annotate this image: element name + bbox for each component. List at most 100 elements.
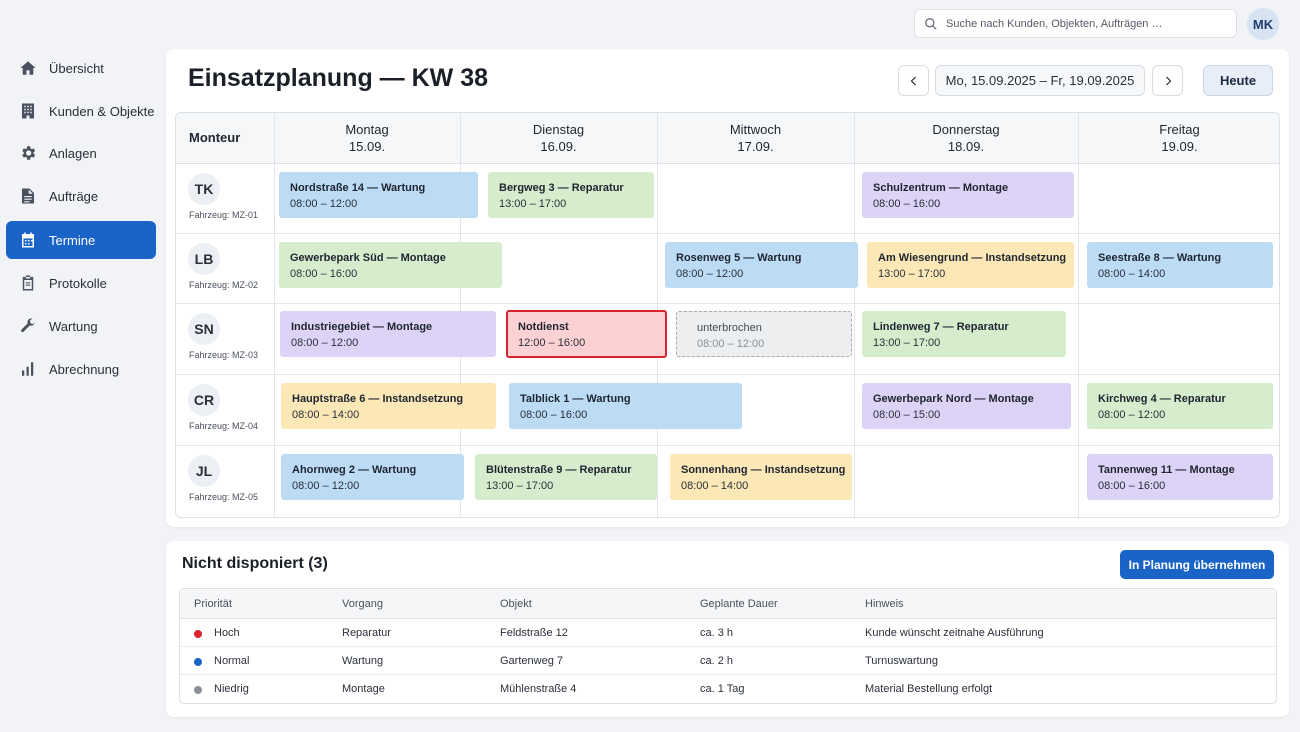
sidebar: Übersicht Kunden & Objekte Anlagen Auftr… — [0, 0, 164, 732]
appointment-time: 08:00 – 12:00 — [697, 338, 765, 350]
grid-divider — [176, 374, 1279, 375]
day-date: 18.09. — [947, 139, 985, 154]
technician-avatar: CR — [188, 384, 220, 416]
next-week-button[interactable] — [1152, 65, 1183, 96]
appointment-card[interactable]: Schulzentrum — Montage 08:00 – 16:00 — [862, 172, 1074, 218]
appointment-card[interactable]: Hauptstraße 6 — Instandsetzung 08:00 – 1… — [281, 383, 496, 429]
appointment-time: 08:00 – 12:00 — [291, 337, 359, 349]
previous-week-button[interactable] — [898, 65, 929, 96]
appointment-time: 08:00 – 16:00 — [290, 268, 358, 280]
today-button[interactable]: Heute — [1203, 65, 1273, 96]
table-row[interactable]: Niedrig Montage Mühlenstraße 4 ca. 1 Tag… — [180, 675, 1276, 703]
technician-row-header[interactable]: TK Fahrzeug: MZ-01 — [176, 164, 274, 234]
day-date: 19.09. — [1161, 139, 1198, 154]
sidebar-item-label: Kunden & Objekte — [49, 103, 155, 119]
home-icon — [20, 61, 36, 75]
note-cell: Turnuswartung — [865, 655, 938, 667]
appointment-card[interactable]: Gewerbepark Nord — Montage 08:00 – 15:00 — [862, 383, 1071, 429]
sidebar-item-wartung[interactable]: Wartung — [6, 307, 156, 345]
appointment-title: Gewerbepark Nord — Montage — [873, 393, 1034, 405]
technician-vehicle: Fahrzeug: MZ-02 — [189, 280, 259, 290]
calendar-icon — [22, 232, 34, 248]
unscheduled-card: Nicht disponiert (3) In Planung übernehm… — [166, 541, 1289, 717]
table-row[interactable]: Hoch Reparatur Feldstraße 12 ca. 3 h Kun… — [180, 619, 1276, 647]
sidebar-item-auftraege[interactable]: Aufträge — [6, 177, 156, 215]
schedule-card: Einsatzplanung — KW 38 Mo, 15.09.2025 – … — [166, 49, 1289, 527]
appointment-card[interactable]: Rosenweg 5 — Wartung 08:00 – 12:00 — [665, 242, 858, 288]
object-cell: Feldstraße 12 — [500, 627, 568, 639]
appointment-time: 13:00 – 17:00 — [873, 337, 941, 349]
sidebar-item-kunden-objekte[interactable]: Kunden & Objekte — [6, 92, 156, 130]
take-into-planning-button[interactable]: In Planung übernehmen — [1120, 550, 1274, 579]
building-icon — [22, 103, 34, 119]
sidebar-item-uebersicht[interactable]: Übersicht — [6, 49, 156, 87]
appointment-card[interactable]: Lindenweg 7 — Reparatur 13:00 – 17:00 — [862, 311, 1066, 357]
day-header-monday: Montag 15.09. — [274, 121, 460, 155]
search-input[interactable]: Suche nach Kunden, Objekten, Aufträgen … — [946, 17, 1163, 30]
sidebar-item-abrechnung[interactable]: Abrechnung — [6, 350, 156, 388]
sidebar-item-label: Abrechnung — [49, 361, 120, 377]
appointment-time: 08:00 – 16:00 — [873, 198, 941, 210]
appointment-card[interactable]: Ahornweg 2 — Wartung 08:00 – 12:00 — [281, 454, 464, 500]
page-title: Einsatzplanung — KW 38 — [188, 64, 489, 92]
grid-divider — [176, 233, 1279, 234]
appointment-title: Gewerbepark Süd — Montage — [290, 252, 446, 264]
appointment-card[interactable]: Am Wiesengrund — Instandsetzung 13:00 – … — [867, 242, 1074, 288]
clipboard-icon — [22, 275, 34, 291]
technician-row-header[interactable]: JL Fahrzeug: MZ-05 — [176, 446, 274, 516]
appointment-card[interactable]: Nordstraße 14 — Wartung 08:00 – 12:00 — [279, 172, 478, 218]
appointment-card[interactable]: Blütenstraße 9 — Reparatur 13:00 – 17:00 — [475, 454, 657, 500]
appointment-time: 08:00 – 12:00 — [290, 198, 358, 210]
technician-vehicle: Fahrzeug: MZ-04 — [189, 421, 259, 431]
appointment-card[interactable]: Industriegebiet — Montage 08:00 – 12:00 — [280, 311, 496, 357]
sidebar-item-protokolle[interactable]: Protokolle — [6, 264, 156, 302]
appointment-title: Am Wiesengrund — Instandsetzung — [878, 252, 1067, 264]
appointment-title: Bergweg 3 — Reparatur — [499, 182, 624, 194]
sidebar-item-anlagen[interactable]: Anlagen — [6, 134, 156, 172]
technician-row-header[interactable]: LB Fahrzeug: MZ-02 — [176, 234, 274, 304]
sidebar-item-label: Aufträge — [49, 188, 99, 204]
sidebar-item-termine[interactable]: Termine — [6, 221, 156, 259]
day-header-wednesday: Mittwoch 17.09. — [657, 121, 854, 155]
chevron-right-icon — [1165, 76, 1171, 85]
sidebar-item-label: Übersicht — [49, 60, 104, 76]
appointment-card[interactable]: Bergweg 3 — Reparatur 13:00 – 17:00 — [488, 172, 654, 218]
sidebar-item-label: Anlagen — [49, 145, 97, 161]
appointment-card[interactable]: Sonnenhang — Instandsetzung 08:00 – 14:0… — [670, 454, 852, 500]
column-header[interactable]: Hinweis — [865, 598, 904, 610]
priority-dot — [194, 686, 202, 694]
emergency-appointment-card[interactable]: Notdienst 12:00 – 16:00 — [506, 310, 667, 358]
column-header[interactable]: Geplante Dauer — [700, 598, 778, 610]
appointment-title: Tannenweg 11 — Montage — [1098, 464, 1235, 476]
column-header[interactable]: Vorgang — [342, 598, 383, 610]
day-date: 15.09. — [348, 139, 386, 154]
column-header[interactable]: Priorität — [194, 598, 232, 610]
appointment-card[interactable]: Talblick 1 — Wartung 08:00 – 16:00 — [509, 383, 742, 429]
appointment-time: 08:00 – 14:00 — [1098, 268, 1166, 280]
monteur-column-header: Monteur — [189, 130, 241, 145]
day-header-friday: Freitag 19.09. — [1078, 121, 1279, 155]
user-avatar[interactable]: MK — [1247, 8, 1279, 40]
duration-cell: ca. 1 Tag — [700, 683, 745, 695]
wrench-icon — [21, 318, 36, 333]
day-date: 17.09. — [737, 139, 774, 154]
appointment-title: Schulzentrum — Montage — [873, 182, 1009, 194]
date-range-display[interactable]: Mo, 15.09.2025 – Fr, 19.09.2025 — [935, 65, 1145, 96]
column-header[interactable]: Objekt — [500, 598, 532, 610]
interrupted-appointment-card[interactable]: unterbrochen 08:00 – 12:00 — [676, 311, 852, 357]
technician-vehicle: Fahrzeug: MZ-01 — [189, 210, 259, 220]
technician-row-header[interactable]: SN Fahrzeug: MZ-03 — [176, 304, 274, 374]
appointment-card[interactable]: Tannenweg 11 — Montage 08:00 – 16:00 — [1087, 454, 1273, 500]
table-row[interactable]: Normal Wartung Gartenweg 7 ca. 2 h Turnu… — [180, 647, 1276, 675]
table-header: Priorität Vorgang Objekt Geplante Dauer … — [180, 589, 1276, 619]
section-title: Nicht disponiert (3) — [182, 555, 328, 572]
appointment-card[interactable]: Gewerbepark Süd — Montage 08:00 – 16:00 — [279, 242, 502, 288]
priority-dot — [194, 658, 202, 666]
appointment-card[interactable]: Seestraße 8 — Wartung 08:00 – 14:00 — [1087, 242, 1273, 288]
search-bar[interactable]: Suche nach Kunden, Objekten, Aufträgen … — [914, 9, 1237, 38]
day-name: Montag — [345, 122, 389, 137]
technician-row-header[interactable]: CR Fahrzeug: MZ-04 — [176, 375, 274, 445]
appointment-time: 08:00 – 14:00 — [292, 409, 360, 421]
appointment-card[interactable]: Kirchweg 4 — Reparatur 08:00 – 12:00 — [1087, 383, 1273, 429]
type-cell: Wartung — [342, 655, 384, 667]
